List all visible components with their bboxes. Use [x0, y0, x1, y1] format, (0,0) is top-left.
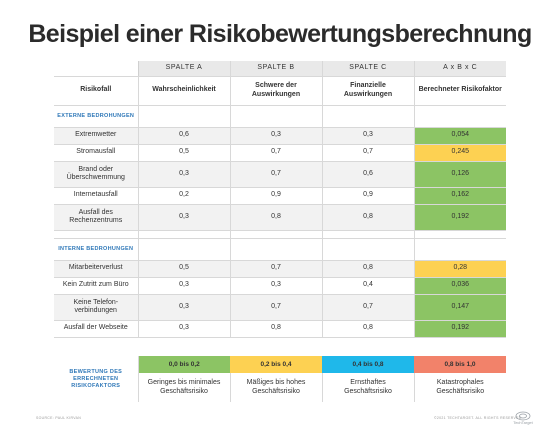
column-letter-product: A x B x C	[414, 61, 506, 77]
risk-name: Mitarbeiterverlust	[54, 260, 139, 278]
risk-factor: 0,054	[414, 127, 506, 145]
value-a: 0,3	[138, 277, 231, 295]
value-b: 0,7	[230, 161, 323, 188]
risk-factor: 0,147	[414, 294, 506, 321]
legend-band-moderate: 0,2 bis 0,4	[230, 356, 322, 373]
page-title: Beispiel einer Risikobewertungsberechnun…	[28, 20, 532, 48]
empty-cell	[230, 105, 323, 128]
legend-label: BEWERTUNG DES ERRECHNETEN RISIKOFAKTORS	[54, 356, 139, 402]
risk-factor: 0,036	[414, 277, 506, 295]
table-row: Mitarbeiterverlust 0,5 0,7 0,8 0,28	[54, 260, 506, 278]
column-letter-a: SPALTE A	[138, 61, 231, 77]
risk-name: Keine Telefon-verbindungen	[54, 294, 139, 321]
risk-name: Internetausfall	[54, 187, 139, 205]
column-letter-b: SPALTE B	[230, 61, 323, 77]
value-b: 0,3	[230, 127, 323, 145]
header-risk-factor: Berechneter Risikofaktor	[414, 76, 506, 106]
risk-name: Brand oder Überschwemmung	[54, 161, 139, 188]
empty-cell	[322, 105, 415, 128]
source-credit: SOURCE: PAUL KIRVAN	[36, 416, 82, 420]
table-row: Extremwetter 0,6 0,3 0,3 0,054	[54, 127, 506, 145]
legend-desc-catastrophic: Katastrophales Geschäftsrisiko	[436, 379, 485, 395]
copyright-notice: ©2021 TECHTARGET. ALL RIGHTS RESERVED	[434, 416, 522, 420]
risk-factor: 0,162	[414, 187, 506, 205]
table-row: Ausfall des Rechenzentrums 0,3 0,8 0,8 0…	[54, 204, 506, 231]
value-c: 0,9	[322, 187, 415, 205]
value-a: 0,6	[138, 127, 231, 145]
risk-name: Ausfall der Webseite	[54, 320, 139, 338]
table-row: Brand oder Überschwemmung 0,3 0,7 0,6 0,…	[54, 161, 506, 188]
column-letter-c: SPALTE C	[322, 61, 415, 77]
techtarget-logo: TechTarget	[513, 411, 534, 425]
value-c: 0,4	[322, 277, 415, 295]
risk-factor: 0,192	[414, 204, 506, 231]
header-probability: Wahrscheinlichkeit	[138, 76, 231, 106]
legend-desc-low: Geringes bis minimales Geschäftsrisiko	[138, 373, 231, 402]
table-row: Kein Zutritt zum Büro 0,3 0,3 0,4 0,036	[54, 277, 506, 295]
section-header-external: EXTERNE BEDROHUNGEN	[54, 105, 506, 128]
risk-factor: 0,192	[414, 320, 506, 338]
column-header-row: Risikofall Wahrscheinlichkeit Schwere de…	[54, 76, 506, 106]
risk-rating-legend: BEWERTUNG DES ERRECHNETEN RISIKOFAKTORS …	[54, 356, 506, 402]
risk-factor: 0,245	[414, 144, 506, 162]
value-b: 0,7	[230, 260, 323, 278]
empty-cell	[414, 105, 506, 128]
legend-band-catastrophic: 0,8 bis 1,0	[414, 356, 506, 373]
risk-name: Extremwetter	[54, 127, 139, 145]
value-c: 0,6	[322, 161, 415, 188]
value-c: 0,7	[322, 144, 415, 162]
empty-cell	[322, 238, 415, 261]
value-b: 0,9	[230, 187, 323, 205]
table-row: Stromausfall 0,5 0,7 0,7 0,245	[54, 144, 506, 162]
empty-cell	[138, 238, 231, 261]
section-label: EXTERNE BEDROHUNGEN	[54, 105, 139, 128]
value-b: 0,7	[230, 144, 323, 162]
table-row: Internetausfall 0,2 0,9 0,9 0,162	[54, 187, 506, 205]
value-c: 0,8	[322, 320, 415, 338]
section-spacer	[54, 230, 506, 239]
legend-band-serious: 0,4 bis 0,8	[322, 356, 414, 373]
header-financial-impact: Finanzielle Auswirkungen	[322, 76, 415, 106]
table-row: Ausfall der Webseite 0,3 0,8 0,8 0,192	[54, 320, 506, 338]
value-b: 0,7	[230, 294, 323, 321]
section-header-internal: INTERNE BEDROHUNGEN	[54, 238, 506, 261]
column-letter-row: SPALTE A SPALTE B SPALTE C A x B x C	[54, 61, 506, 77]
value-c: 0,8	[322, 260, 415, 278]
value-b: 0,8	[230, 204, 323, 231]
risk-factor: 0,126	[414, 161, 506, 188]
value-c: 0,3	[322, 127, 415, 145]
empty-cell	[414, 238, 506, 261]
legend-desc-moderate: Mäßiges bis hohes Geschäftsrisiko	[230, 373, 323, 402]
value-a: 0,3	[138, 161, 231, 188]
value-b: 0,8	[230, 320, 323, 338]
header-severity: Schwere der Auswirkungen	[230, 76, 323, 106]
value-c: 0,8	[322, 204, 415, 231]
value-a: 0,5	[138, 144, 231, 162]
value-b: 0,3	[230, 277, 323, 295]
legend-desc-serious: Ernsthaftes Geschäftsrisiko	[322, 373, 415, 402]
value-a: 0,5	[138, 260, 231, 278]
value-a: 0,3	[138, 204, 231, 231]
risk-factor: 0,28	[414, 260, 506, 278]
section-label: INTERNE BEDROHUNGEN	[54, 238, 139, 261]
header-risk-case: Risikofall	[54, 76, 139, 106]
risk-table: SPALTE A SPALTE B SPALTE C A x B x C Ris…	[54, 61, 506, 338]
header-blank	[54, 61, 139, 77]
table-row: Keine Telefon-verbindungen 0,3 0,7 0,7 0…	[54, 294, 506, 321]
logo-text: TechTarget	[513, 420, 533, 425]
risk-name: Stromausfall	[54, 144, 139, 162]
risk-name: Kein Zutritt zum Büro	[54, 277, 139, 295]
value-c: 0,7	[322, 294, 415, 321]
value-a: 0,2	[138, 187, 231, 205]
risk-name: Ausfall des Rechenzentrums	[54, 204, 139, 231]
legend-band-low: 0,0 bis 0,2	[138, 356, 230, 373]
empty-cell	[230, 238, 323, 261]
value-a: 0,3	[138, 320, 231, 338]
value-a: 0,3	[138, 294, 231, 321]
empty-cell	[138, 105, 231, 128]
